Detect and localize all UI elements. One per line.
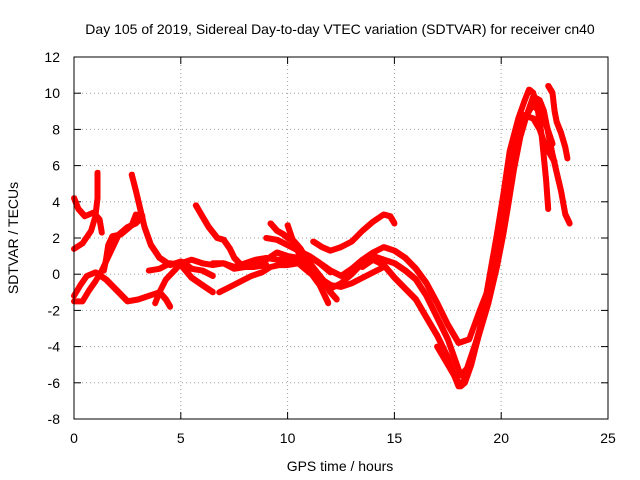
data-series <box>71 83 573 390</box>
y-tick-label: 6 <box>52 158 60 174</box>
y-tick-label: 2 <box>52 230 60 246</box>
y-tick-label: 10 <box>44 85 60 101</box>
y-tick-label: -4 <box>48 339 61 355</box>
y-tick-label: -6 <box>48 375 61 391</box>
series-arc-19-markers <box>548 83 571 159</box>
x-axis-label: GPS time / hours <box>287 458 394 474</box>
x-tick-label: 20 <box>493 430 509 446</box>
series-arc-18-markers <box>437 86 551 387</box>
plot-frame <box>73 56 609 420</box>
series-arc-17-markers <box>362 94 573 387</box>
x-tick-labels: 0 5 10 15 20 25 <box>70 430 616 446</box>
x-tick-label: 25 <box>600 430 616 446</box>
series-arc-6 <box>128 171 216 279</box>
series-arc-5-markers <box>104 211 139 271</box>
chart-title: Day 105 of 2019, Sidereal Day-to-day VTE… <box>85 21 595 37</box>
series-arc-19 <box>545 83 571 162</box>
y-tick-labels: -8 -6 -4 -2 0 2 4 6 8 10 12 <box>44 49 60 427</box>
series-arc-3-markers <box>74 170 101 249</box>
y-tick-label: 8 <box>52 121 60 137</box>
y-tick-label: -8 <box>48 411 61 427</box>
y-tick-label: 0 <box>52 266 60 282</box>
y-tick-label: -2 <box>48 302 61 318</box>
series-arc-4-markers <box>74 195 105 233</box>
y-tick-label: 4 <box>52 194 60 210</box>
x-tick-label: 10 <box>280 430 296 446</box>
series-arc-18 <box>434 86 552 390</box>
y-tick-label: 12 <box>44 49 60 65</box>
axis-ticks <box>73 56 609 420</box>
x-tick-label: 15 <box>387 430 403 446</box>
series-arc-6-markers <box>132 171 216 276</box>
x-tick-label: 0 <box>70 430 78 446</box>
x-tick-label: 5 <box>177 430 185 446</box>
y-axis-label: SDTVAR / TECUs <box>5 182 21 294</box>
series-arc-15-markers <box>313 211 398 251</box>
